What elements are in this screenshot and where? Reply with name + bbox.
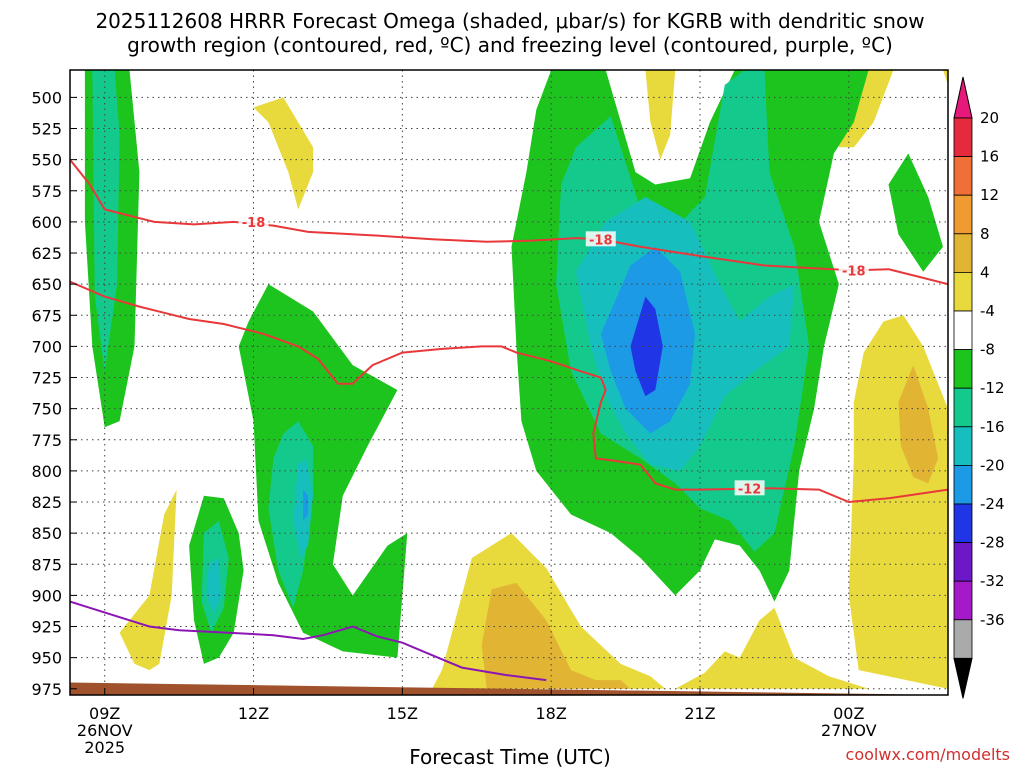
x-tick-label-0-1: 26NOV bbox=[77, 721, 133, 740]
y-tick-label-9: 725 bbox=[31, 369, 62, 388]
omega-region-6 bbox=[303, 489, 309, 521]
y-tick-label-13: 825 bbox=[31, 493, 62, 512]
colorbar-swatch-11 bbox=[953, 542, 973, 582]
x-tick-label-0-2: 2025 bbox=[84, 738, 125, 757]
colorbar-top-arrow bbox=[953, 76, 973, 119]
y-tick-label-4: 600 bbox=[31, 213, 62, 232]
colorbar-swatch-2 bbox=[953, 194, 973, 235]
y-tick-label-0: 500 bbox=[31, 88, 62, 107]
colorbar-label-4: 4 bbox=[980, 263, 990, 281]
y-axis: 500 525 550 575 600 625 650 675 700 725 750 775 800 8… bbox=[31, 88, 77, 699]
y-tick-label-17: 925 bbox=[31, 618, 62, 637]
colorbar-label-10: -24 bbox=[980, 495, 1005, 513]
freezing-level-contour bbox=[70, 600, 547, 682]
credit-text: coolwx.com/modelts bbox=[846, 745, 1010, 764]
omega-region-1 bbox=[92, 70, 120, 372]
y-tick-label-7: 675 bbox=[31, 306, 62, 325]
x-tick-label-0-0: 09Z bbox=[89, 704, 120, 723]
colorbar-label-7: -12 bbox=[980, 379, 1005, 397]
colorbar-label-0: 20 bbox=[980, 109, 999, 127]
ground-layer bbox=[70, 682, 948, 695]
y-tick-label-6: 650 bbox=[31, 275, 62, 294]
y-tick-label-3: 575 bbox=[31, 182, 62, 201]
colorbar-swatch-9 bbox=[953, 464, 973, 505]
y-tick-label-14: 850 bbox=[31, 524, 62, 543]
colorbar-swatch-12 bbox=[953, 580, 973, 621]
colorbar-swatch-7 bbox=[953, 387, 973, 428]
x-tick-label-2-0: 15Z bbox=[387, 704, 418, 723]
freezing-level-line bbox=[70, 600, 547, 682]
dgz-contour--12 bbox=[70, 280, 948, 504]
omega-region-10 bbox=[119, 489, 177, 671]
contour-label-3: -12 bbox=[738, 482, 762, 497]
x-tick-label-5-0: 00Z bbox=[833, 704, 864, 723]
colorbar-label-12: -32 bbox=[980, 572, 1005, 590]
colorbar-label-8: -16 bbox=[980, 418, 1005, 436]
contour-label-0: -18 bbox=[242, 216, 266, 231]
omega-region-12 bbox=[481, 582, 631, 689]
colorbar-label-11: -28 bbox=[980, 534, 1005, 552]
contour-label-bg-1 bbox=[585, 231, 616, 247]
y-tick-label-12: 800 bbox=[31, 462, 62, 481]
grid-lines bbox=[70, 70, 948, 695]
y-tick-label-8: 700 bbox=[31, 337, 62, 356]
colorbar-label-1: 16 bbox=[980, 148, 999, 166]
y-tick-label-1: 525 bbox=[31, 120, 62, 139]
colorbar-label-13: -36 bbox=[980, 611, 1005, 629]
omega-region-23 bbox=[630, 296, 663, 397]
contour-label-1: -18 bbox=[589, 233, 613, 248]
colorbar-swatch-3 bbox=[953, 233, 973, 273]
y-tick-label-2: 550 bbox=[31, 151, 62, 170]
omega-region-15 bbox=[898, 365, 939, 484]
colorbar-swatch-0 bbox=[953, 117, 973, 157]
colorbar-swatch-8 bbox=[953, 426, 973, 466]
contour-label-bg-0 bbox=[238, 213, 269, 229]
dgz-contour--18 bbox=[70, 158, 948, 286]
chart-title-line2: growth region (contoured, red, ºC) and f… bbox=[127, 33, 893, 57]
contour-labels: -18 -18 -18 -12 bbox=[238, 213, 869, 497]
colorbar-swatch-13 bbox=[953, 619, 973, 659]
colorbar-label-9: -20 bbox=[980, 456, 1005, 474]
omega-region-16 bbox=[645, 70, 676, 160]
omega-region-18 bbox=[943, 70, 948, 85]
colorbar-swatch-1 bbox=[953, 156, 973, 196]
colorbar-swatch-5 bbox=[953, 310, 973, 350]
colorbar-label-3: 8 bbox=[980, 225, 990, 243]
x-tick-label-5-1: 27NOV bbox=[821, 721, 877, 740]
colorbar-label-2: 12 bbox=[980, 186, 999, 204]
y-tick-label-10: 750 bbox=[31, 400, 62, 419]
y-tick-label-15: 875 bbox=[31, 555, 62, 574]
colorbar-swatch-4 bbox=[953, 271, 973, 312]
colorbar-swatch-6 bbox=[953, 349, 973, 389]
colorbar-label-6: -8 bbox=[980, 341, 995, 359]
y-tick-label-18: 950 bbox=[31, 649, 62, 668]
x-tick-label-3-0: 18Z bbox=[535, 704, 566, 723]
y-tick-label-11: 775 bbox=[31, 431, 62, 450]
colorbar-label-5: -4 bbox=[980, 302, 995, 320]
omega-region-24 bbox=[888, 153, 943, 272]
omega-region-2 bbox=[253, 97, 314, 210]
chart-title-line1: 2025112608 HRRR Forecast Omega (shaded, … bbox=[95, 9, 924, 33]
contour-label-2: -18 bbox=[842, 264, 866, 279]
plot-area bbox=[70, 70, 948, 695]
omega-region-9 bbox=[206, 558, 222, 615]
omega-region-13 bbox=[675, 607, 869, 689]
x-tick-label-4-0: 21Z bbox=[684, 704, 715, 723]
y-tick-label-16: 900 bbox=[31, 586, 62, 605]
plot-frame bbox=[69, 69, 949, 696]
x-axis-label: Forecast Time (UTC) bbox=[409, 745, 611, 768]
y-tick-label-5: 625 bbox=[31, 244, 62, 263]
colorbar-bottom-arrow bbox=[953, 657, 973, 699]
dgz-contours bbox=[70, 158, 948, 504]
contour-label-bg-3 bbox=[734, 480, 765, 496]
colorbar-swatch-10 bbox=[953, 503, 973, 543]
contour-label-bg-2 bbox=[838, 262, 869, 278]
ground-fill bbox=[70, 682, 948, 695]
y-tick-label-19: 975 bbox=[31, 680, 62, 699]
x-tick-label-1-0: 12Z bbox=[238, 704, 269, 723]
colorbar: 20 16 12 8 4 -4 -8 -12 -16 -20 -24 -28 -32 -36 bbox=[953, 76, 1005, 699]
